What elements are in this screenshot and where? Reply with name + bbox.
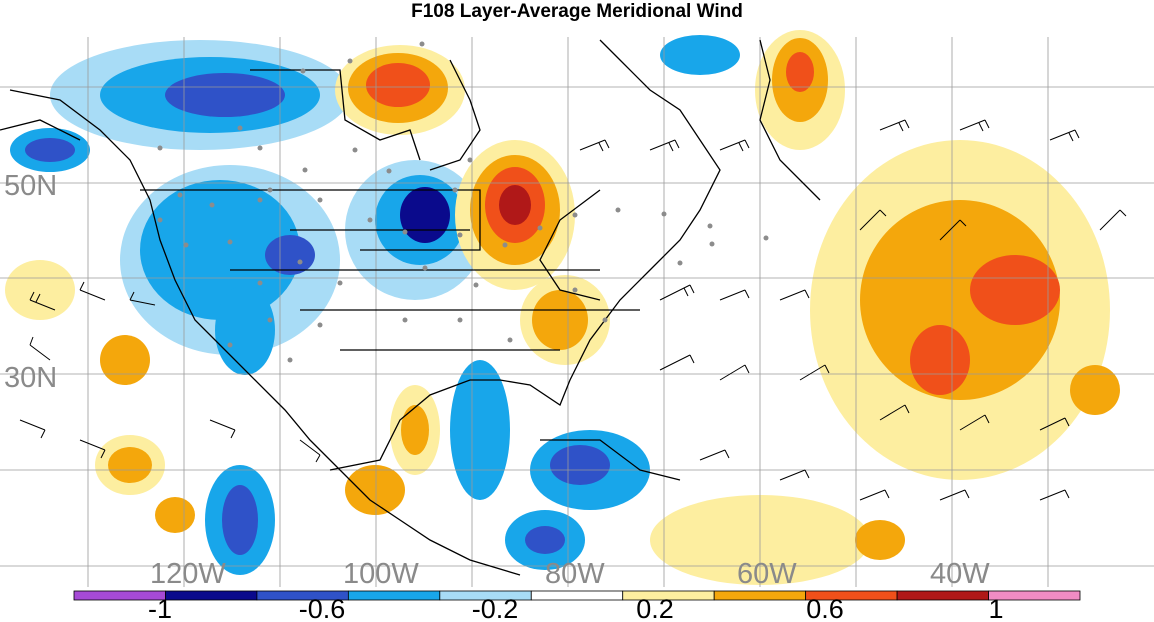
lon-label-80w: 80W xyxy=(545,558,605,590)
colorbar-label-06: 0.6 xyxy=(806,594,844,622)
lat-label-50n: 50N xyxy=(4,170,57,202)
colorbar-swatch xyxy=(165,590,258,601)
lon-label-60w: 60W xyxy=(737,558,797,590)
lon-label-120w: 120W xyxy=(150,558,226,590)
wind-barbs xyxy=(19,119,1127,501)
colorbar-label-neg1: -1 xyxy=(148,594,172,622)
colorbar-label-neg06: -0.6 xyxy=(299,594,346,622)
colorbar-label-02: 0.2 xyxy=(636,594,674,622)
colorbar xyxy=(73,590,1081,601)
coastlines xyxy=(0,39,821,576)
colorbar-tick-labels: -1 -0.6 -0.2 0.2 0.6 1 xyxy=(148,594,1004,622)
map-title: F108 Layer-Average Meridional Wind xyxy=(411,1,743,22)
colorbar-swatch xyxy=(896,590,989,601)
lat-label-30n: 30N xyxy=(4,362,57,394)
wind-shading xyxy=(5,30,1120,585)
station-dots xyxy=(157,41,769,363)
colorbar-swatch xyxy=(713,590,807,601)
colorbar-swatch xyxy=(988,590,1081,601)
colorbar-swatch xyxy=(347,590,441,601)
graticule xyxy=(0,37,1154,587)
colorbar-label-neg02: -0.2 xyxy=(472,594,519,622)
lon-label-100w: 100W xyxy=(343,558,419,590)
colorbar-swatch xyxy=(530,590,624,601)
colorbar-label-1: 1 xyxy=(988,594,1003,622)
lon-label-40w: 40W xyxy=(930,558,990,590)
